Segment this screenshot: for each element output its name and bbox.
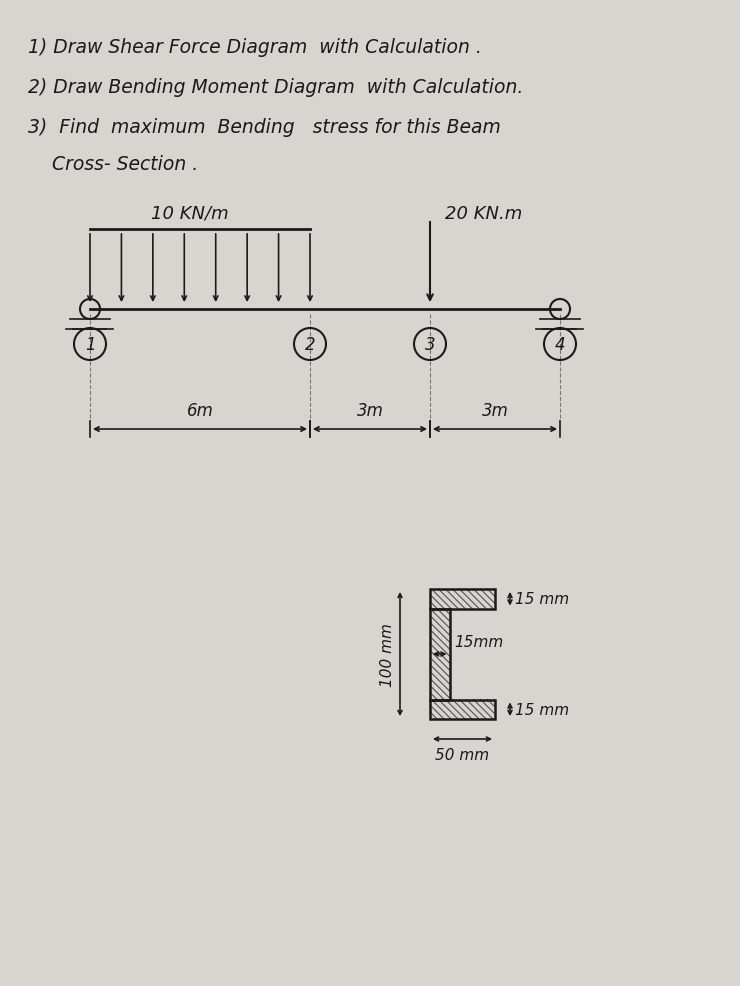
- Text: 2: 2: [305, 335, 315, 354]
- Text: 3m: 3m: [357, 401, 383, 420]
- Text: 100 mm: 100 mm: [380, 622, 395, 686]
- Text: 4: 4: [555, 335, 565, 354]
- Text: 15mm: 15mm: [454, 634, 504, 650]
- Text: 3m: 3m: [482, 401, 508, 420]
- Text: 20 KN.m: 20 KN.m: [445, 205, 522, 223]
- Text: 3: 3: [425, 335, 435, 354]
- Text: 15 mm: 15 mm: [515, 592, 569, 606]
- Text: 50 mm: 50 mm: [435, 747, 490, 762]
- Text: Cross- Section .: Cross- Section .: [28, 155, 198, 174]
- Text: 1) Draw Shear Force Diagram  with Calculation .: 1) Draw Shear Force Diagram with Calcula…: [28, 38, 482, 57]
- Text: 10 KN/m: 10 KN/m: [151, 205, 229, 223]
- Text: 3)  Find  maximum  Bending   stress for this Beam: 3) Find maximum Bending stress for this …: [28, 118, 501, 137]
- Text: 6m: 6m: [186, 401, 213, 420]
- Text: 1: 1: [84, 335, 95, 354]
- Text: 15 mm: 15 mm: [515, 702, 569, 717]
- Text: 2) Draw Bending Moment Diagram  with Calculation.: 2) Draw Bending Moment Diagram with Calc…: [28, 78, 523, 97]
